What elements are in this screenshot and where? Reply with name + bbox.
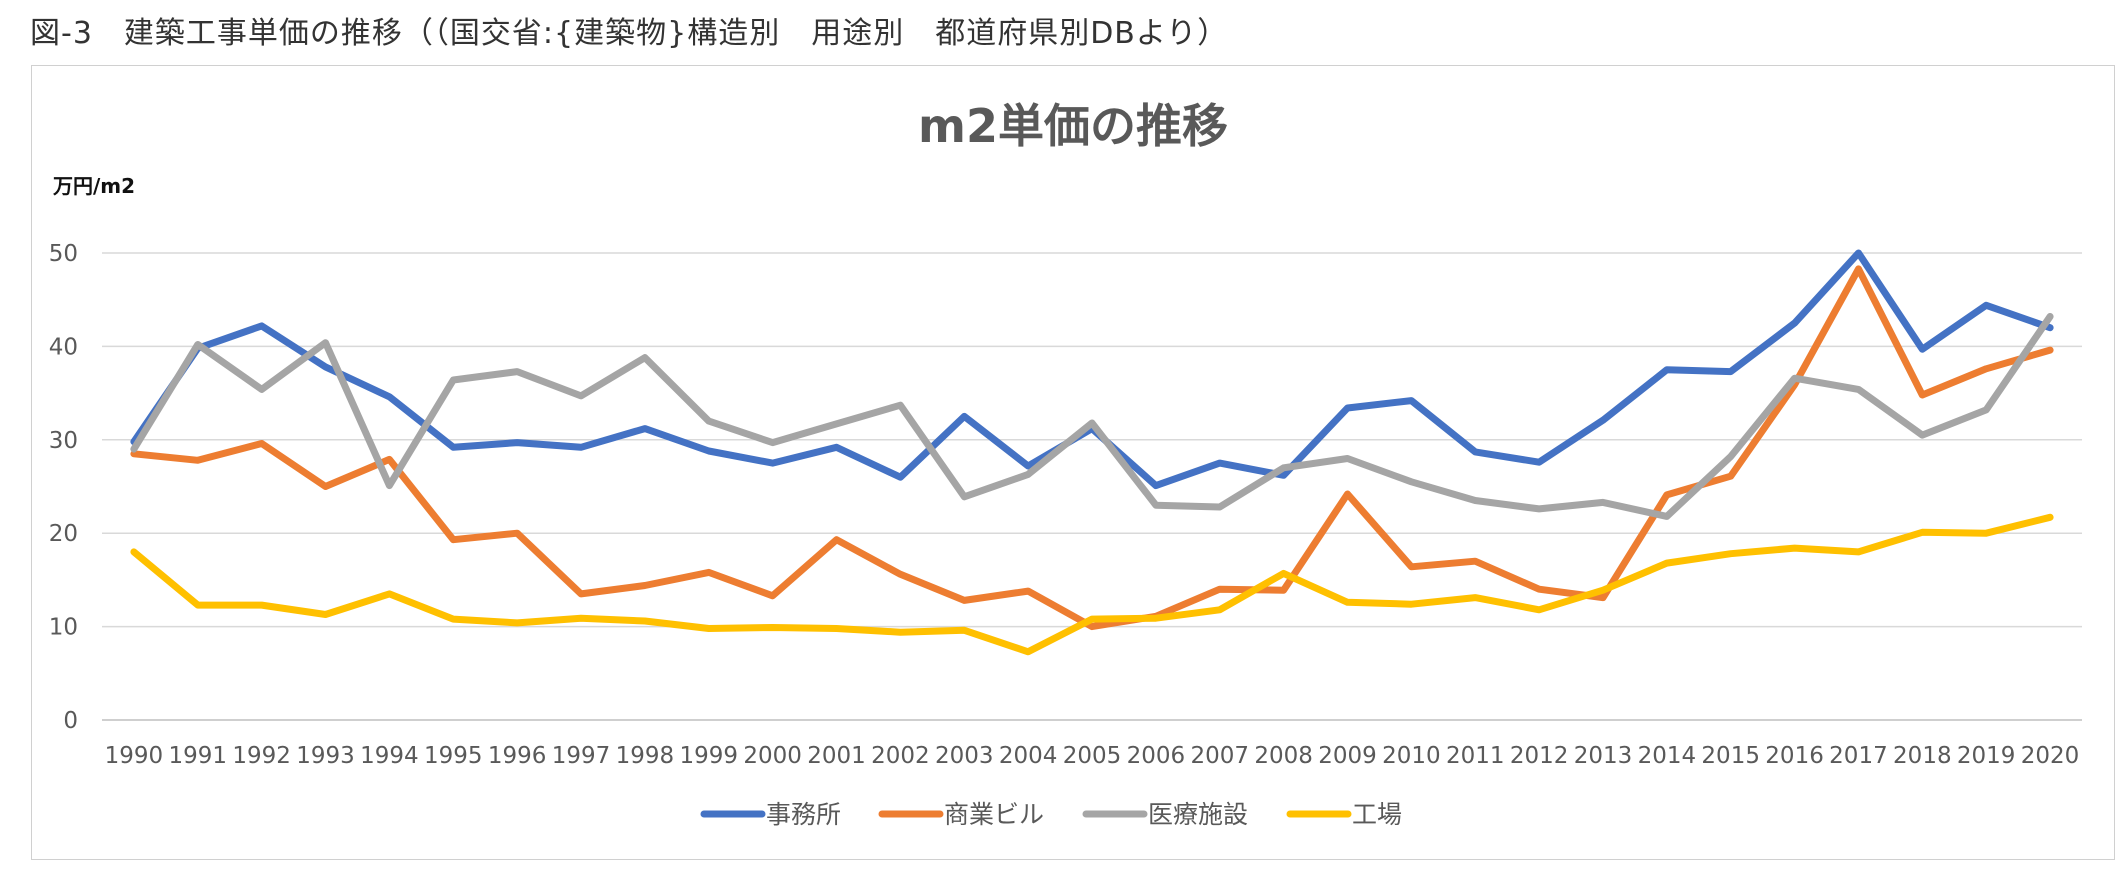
x-tick-label: 2018 [1893, 743, 1952, 769]
legend-label: 工場 [1352, 800, 1402, 829]
legend-label: 事務所 [766, 800, 841, 829]
series-line [130, 249, 2054, 490]
x-tick-label: 2003 [935, 743, 994, 769]
y-tick-label: 0 [63, 708, 78, 734]
y-axis-unit-label: 万円/m2 [52, 174, 135, 198]
x-tick-label: 2002 [871, 743, 930, 769]
series-line [130, 265, 2054, 631]
y-tick-label: 30 [49, 428, 78, 454]
x-tick-label: 2013 [1574, 743, 1633, 769]
legend-item: 工場 [1286, 800, 1402, 829]
y-axis-ticks: 0 10 20 30 40 50 [49, 241, 78, 734]
x-tick-label: 2019 [1957, 743, 2016, 769]
x-axis-ticks: 1990 1991 1992 1993 1994 1995 1996 1997 1998 1999… [105, 743, 2080, 769]
x-tick-label: 2006 [1127, 743, 1186, 769]
x-tick-label: 2020 [2021, 743, 2080, 769]
y-tick-label: 10 [49, 615, 78, 641]
series-line [130, 513, 2054, 656]
x-tick-label: 2015 [1701, 743, 1760, 769]
y-tick-label: 40 [49, 334, 78, 360]
x-tick-label: 2016 [1765, 743, 1824, 769]
x-tick-label: 2012 [1510, 743, 1569, 769]
x-tick-label: 1992 [232, 743, 291, 769]
x-tick-label: 1994 [360, 743, 419, 769]
x-tick-label: 1999 [680, 743, 739, 769]
legend-item: 医療施設 [1082, 800, 1248, 829]
x-tick-label: 2010 [1382, 743, 1441, 769]
legend: 事務所 商業ビル 医療施設 工場 [700, 800, 1402, 829]
page-heading: 図-3 建築工事単価の推移（（国交省:{建築物}構造別 用途別 都道府県別DBよ… [30, 16, 1229, 51]
y-tick-label: 50 [49, 241, 78, 267]
x-tick-label: 2007 [1190, 743, 1249, 769]
series-lines [130, 249, 2054, 656]
gridlines [102, 252, 2082, 721]
x-tick-label: 1995 [424, 743, 483, 769]
x-tick-label: 2014 [1638, 743, 1697, 769]
x-tick-label: 1996 [488, 743, 547, 769]
legend-label: 医療施設 [1148, 800, 1248, 829]
legend-item: 事務所 [700, 800, 841, 829]
legend-item: 商業ビル [878, 800, 1044, 829]
x-tick-label: 1997 [552, 743, 611, 769]
legend-label: 商業ビル [944, 800, 1044, 829]
series-line [130, 313, 2054, 520]
x-tick-label: 1998 [616, 743, 675, 769]
x-tick-label: 2011 [1446, 743, 1505, 769]
chart-title: m2単価の推移 [918, 99, 1228, 153]
x-tick-label: 2000 [743, 743, 802, 769]
x-tick-label: 2008 [1254, 743, 1313, 769]
x-tick-label: 2009 [1318, 743, 1377, 769]
x-tick-label: 2001 [807, 743, 866, 769]
x-tick-label: 2005 [1063, 743, 1122, 769]
y-tick-label: 20 [49, 521, 78, 547]
x-tick-label: 1993 [296, 743, 355, 769]
x-tick-label: 2004 [999, 743, 1058, 769]
x-tick-label: 1991 [169, 743, 228, 769]
x-tick-label: 1990 [105, 743, 164, 769]
x-tick-label: 2017 [1829, 743, 1888, 769]
